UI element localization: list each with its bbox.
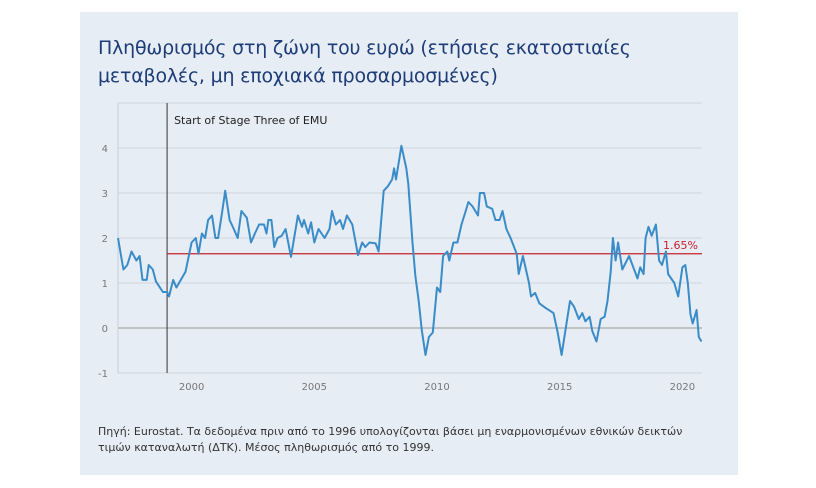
chart-title: Πληθωρισμός στη ζώνη του ευρώ (ετήσιες ε… <box>98 37 631 87</box>
x-tick-label: 2000 <box>179 382 204 393</box>
chart-panel <box>80 12 738 475</box>
average-label: 1.65% <box>663 239 698 252</box>
y-tick-label: 1 <box>102 279 108 290</box>
x-tick-label: 2015 <box>547 382 572 393</box>
series-line-inflation <box>117 144 703 356</box>
x-tick-label: 2020 <box>670 382 695 393</box>
y-tick-label: -1 <box>98 369 108 380</box>
y-tick-label: 2 <box>102 234 108 245</box>
y-tick-label: 3 <box>102 189 108 200</box>
x-tick-label: 2010 <box>424 382 449 393</box>
x-tick-label: 2005 <box>302 382 327 393</box>
y-tick-label: 0 <box>102 324 108 335</box>
emu-stage-three-label: Start of Stage Three of EMU <box>174 114 327 127</box>
y-tick-label: 4 <box>102 144 108 155</box>
source-note: Πηγή: Eurostat. Τα δεδομένα πριν από το … <box>98 425 683 454</box>
